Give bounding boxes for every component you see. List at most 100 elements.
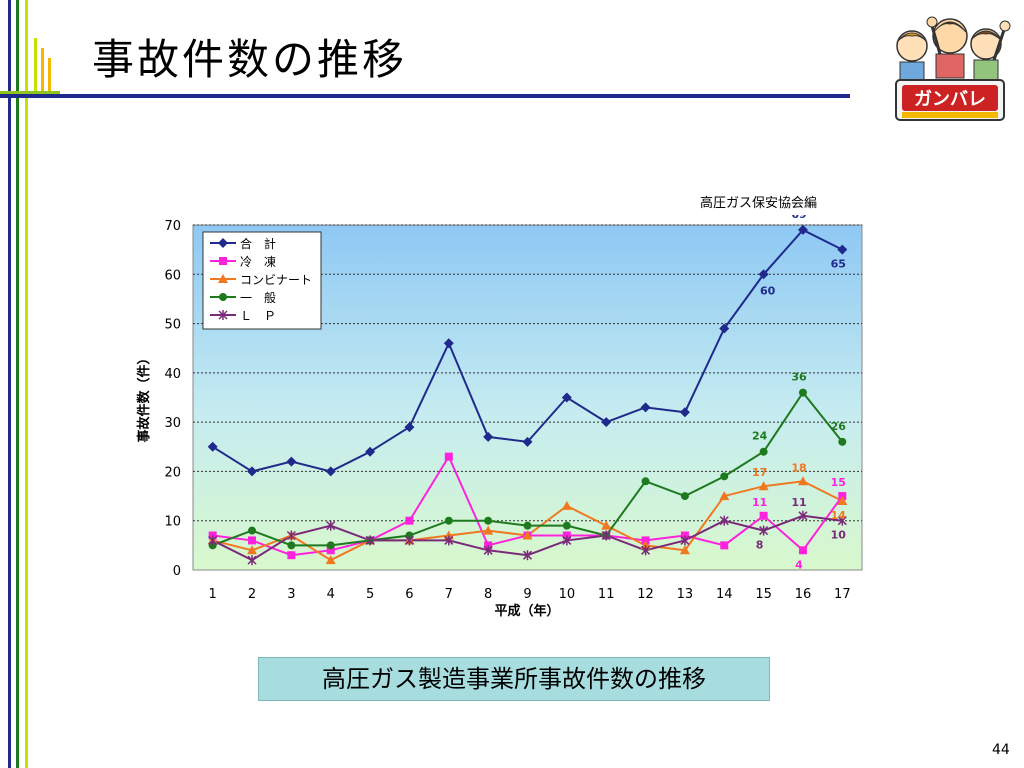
data-point	[287, 551, 296, 560]
data-point	[326, 546, 335, 555]
data-point	[759, 447, 768, 456]
data-point	[641, 545, 651, 556]
left-bar-navy	[8, 0, 11, 768]
legend-entry: コンビナート	[240, 273, 312, 287]
data-label: 69	[791, 215, 806, 221]
data-point	[601, 520, 612, 530]
y-tick-label: 0	[173, 564, 181, 579]
data-point	[219, 293, 227, 301]
data-point	[218, 238, 228, 248]
data-label: 4	[795, 558, 803, 571]
data-point	[247, 545, 258, 555]
data-point	[247, 555, 257, 566]
data-point	[248, 536, 257, 545]
data-point	[365, 446, 376, 457]
data-point	[719, 515, 729, 526]
x-tick-label: 2	[248, 587, 256, 602]
data-point	[404, 422, 415, 433]
data-point	[444, 452, 453, 461]
legend-entry: 合 計	[240, 236, 276, 251]
data-point	[444, 516, 453, 525]
data-point	[759, 525, 769, 536]
legend-entry: 冷 凍	[240, 255, 276, 269]
data-point	[522, 530, 533, 540]
slide-title: 事故件数の推移	[92, 35, 408, 84]
data-label: 65	[831, 258, 846, 271]
data-point	[444, 535, 454, 546]
data-label: 15	[831, 476, 846, 489]
x-tick-label: 17	[834, 587, 851, 602]
data-point	[561, 500, 572, 510]
data-point	[286, 530, 296, 541]
x-tick-label: 4	[327, 587, 335, 602]
data-point	[838, 437, 847, 446]
x-tick-label: 14	[716, 587, 733, 602]
x-tick-label: 7	[445, 587, 453, 602]
data-point	[679, 407, 690, 418]
data-point	[208, 535, 218, 546]
data-point	[562, 535, 572, 546]
data-point	[218, 274, 228, 283]
person-center	[926, 16, 968, 79]
data-point	[405, 516, 414, 525]
data-point	[287, 541, 296, 550]
data-point	[326, 520, 336, 531]
data-point	[483, 431, 494, 442]
data-label: 60	[760, 284, 776, 297]
title-rule	[0, 94, 850, 98]
x-tick-label: 8	[484, 587, 492, 602]
title-rule-accent	[0, 91, 60, 94]
x-tick-label: 6	[405, 587, 413, 602]
data-point	[325, 466, 336, 477]
y-axis-label: 事故件数（件）	[136, 351, 152, 442]
data-point	[798, 510, 808, 521]
left-bar-green	[16, 0, 19, 768]
x-tick-label: 13	[677, 587, 694, 602]
x-tick-label: 3	[287, 587, 295, 602]
y-tick-label: 40	[164, 367, 181, 382]
accent-bar-2	[41, 48, 44, 92]
data-point	[522, 436, 533, 447]
data-point	[720, 541, 729, 550]
x-axis-label: 平成（年）	[494, 603, 559, 619]
y-tick-label: 70	[164, 219, 181, 234]
left-bar-lime	[25, 0, 28, 768]
x-tick-label: 5	[366, 587, 374, 602]
data-point	[601, 530, 611, 541]
person-left	[896, 30, 928, 85]
y-tick-label: 50	[164, 318, 181, 333]
data-label: 18	[791, 461, 806, 474]
y-tick-label: 30	[164, 416, 181, 431]
data-point	[720, 472, 729, 481]
data-point	[286, 456, 297, 467]
data-point	[247, 466, 258, 477]
accent-bar-3	[48, 58, 51, 92]
data-point	[680, 535, 690, 546]
data-point	[325, 555, 336, 565]
y-tick-label: 10	[164, 515, 181, 530]
data-point	[207, 441, 218, 452]
data-point	[798, 388, 807, 397]
data-label: 26	[831, 420, 847, 433]
data-point	[248, 526, 257, 535]
x-tick-label: 10	[559, 587, 576, 602]
y-tick-label: 60	[164, 268, 181, 283]
x-tick-label: 1	[209, 587, 217, 602]
x-tick-label: 15	[755, 587, 772, 602]
data-point	[365, 535, 375, 546]
cheering-mascot-illustration: ガンバレ	[895, 16, 1011, 121]
data-point	[640, 402, 651, 413]
data-point	[219, 257, 227, 265]
data-point	[758, 481, 769, 491]
data-point	[837, 496, 848, 505]
data-point	[326, 541, 335, 550]
data-point	[797, 224, 808, 235]
data-point	[680, 492, 689, 501]
data-point	[798, 546, 807, 555]
data-point	[837, 515, 847, 526]
source-credit: 高圧ガス保安協会編	[700, 196, 818, 211]
cheer-banner: ガンバレ	[895, 79, 1005, 121]
person-right	[970, 20, 1011, 83]
data-label: 14	[831, 509, 847, 522]
data-point	[483, 545, 493, 556]
